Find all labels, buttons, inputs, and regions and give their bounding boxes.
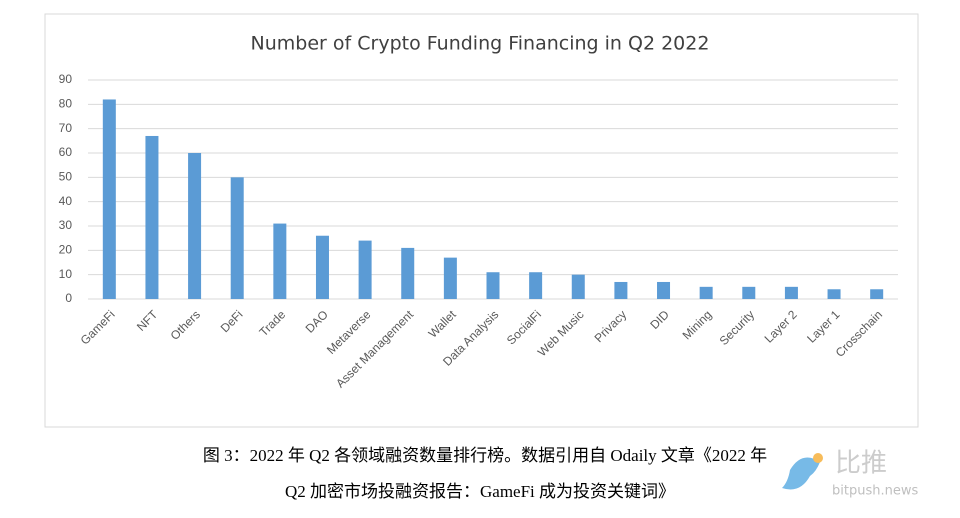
bar [188, 153, 202, 299]
watermark-site: bitpush.news [832, 484, 918, 499]
caption-line: Q2 加密市场投融资报告：GameFi 成为投资关键词》 [285, 482, 675, 501]
bar [145, 135, 159, 299]
bar [230, 177, 244, 299]
bar [870, 289, 884, 299]
y-tick-label: 20 [59, 243, 73, 257]
y-tick-label: 90 [59, 72, 73, 86]
chart-frame [44, 13, 919, 428]
y-tick-label: 10 [59, 267, 73, 281]
y-tick-label: 40 [59, 194, 73, 208]
bar [273, 223, 287, 299]
y-tick-label: 80 [59, 97, 73, 111]
chart-title: Number of Crypto Funding Financing in Q2… [251, 33, 710, 55]
bar [784, 286, 798, 299]
bar [529, 272, 543, 299]
watermark: 比推 bitpush.news [782, 449, 918, 499]
bar [358, 240, 372, 299]
bar [401, 247, 415, 299]
bar [657, 281, 671, 299]
y-tick-label: 0 [65, 291, 72, 305]
y-tick-label: 60 [59, 145, 73, 159]
watermark-dot [813, 453, 823, 463]
watermark-logo: 比推 [835, 449, 887, 479]
caption-line: 图 3：2022 年 Q2 各领域融资数量排行榜。数据引用自 Odaily 文章… [203, 446, 767, 465]
watermark-bird [782, 457, 820, 490]
bar [443, 257, 457, 299]
bar [614, 281, 628, 299]
bar [315, 235, 329, 299]
y-tick-label: 50 [59, 170, 73, 184]
bar [102, 99, 116, 299]
y-tick-label: 30 [59, 218, 73, 232]
bar [486, 272, 500, 299]
bar [571, 274, 585, 299]
bar [699, 286, 713, 299]
y-tick-label: 70 [59, 121, 73, 135]
bar [827, 289, 841, 299]
bar [742, 286, 756, 299]
